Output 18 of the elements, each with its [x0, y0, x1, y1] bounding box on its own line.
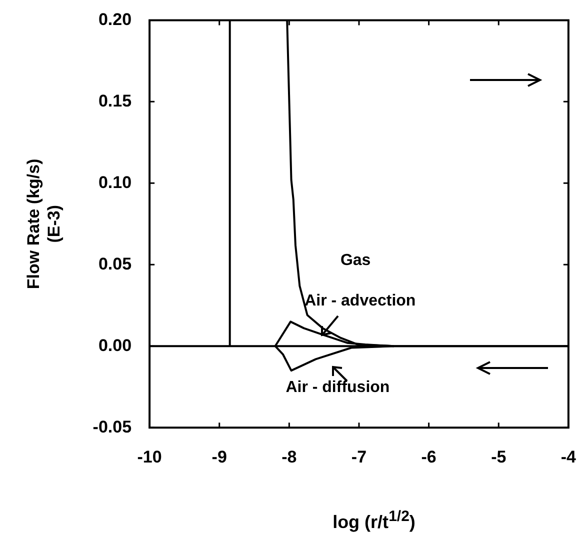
y-tick-label: 0.15 [98, 91, 132, 110]
x-tick-label: -8 [282, 447, 297, 466]
x-tick-label: -9 [212, 447, 227, 466]
series-label: Air - advection [304, 292, 416, 310]
y-axis-title: Flow Rate (kg/s) (E-3) [24, 158, 64, 290]
y-tick-label: 0.05 [98, 254, 132, 274]
x-tick-label: -4 [560, 447, 577, 466]
y-tick-label: 0.00 [98, 336, 132, 355]
y-tick-label: 0.10 [98, 172, 132, 192]
y-tick-label: -0.05 [92, 417, 132, 436]
x-tick-label: -10 [137, 447, 162, 466]
x-axis-title: log (r/t$^{1/2}$) [332, 508, 416, 533]
x-tick-label: -5 [491, 447, 506, 466]
x-tick-label: -6 [421, 447, 436, 466]
x-tick-label: -7 [351, 447, 367, 466]
legend-label: Air - diffusion [286, 379, 390, 396]
text: Gas [340, 252, 371, 270]
y-tick-label: 0.20 [98, 10, 132, 29]
